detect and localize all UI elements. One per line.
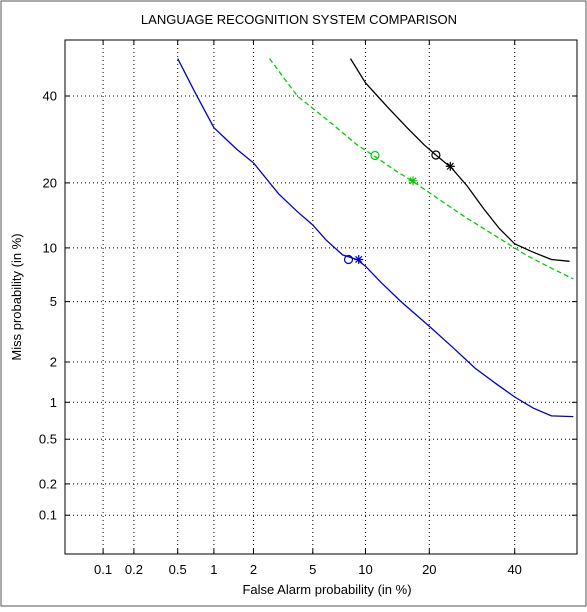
y-tick-label: 10 [43, 240, 57, 255]
series-3-star-marker [354, 255, 364, 264]
series-1-star-marker [445, 161, 455, 171]
tick-labels: 0.1 0.2 0.5 1 2 5 10 20 40 0.1 0.2 0.5 1 2 5 10 20 40 [39, 89, 522, 578]
series-line-3 [177, 58, 574, 418]
plot-area-border [64, 39, 578, 555]
x-tick-label: 0.5 [169, 562, 187, 577]
series-2-star-marker [408, 176, 418, 186]
star-stroke [446, 162, 454, 170]
y-tick-label: 0.5 [39, 432, 57, 447]
y-tick-label: 5 [50, 294, 57, 309]
y-tick-label: 0.2 [39, 476, 57, 491]
y-axis-label: Miss probability (in %) [9, 233, 24, 360]
series-group [177, 58, 574, 418]
chart-title: LANGUAGE RECOGNITION SYSTEM COMPARISON [141, 12, 457, 27]
x-tick-label: 5 [309, 562, 316, 577]
series-2-circle-marker [370, 150, 380, 161]
x-axis-label: False Alarm probability (in %) [242, 582, 411, 597]
x-tick-label: 2 [250, 562, 257, 577]
x-tick-label: 0.2 [125, 562, 143, 577]
y-tick-label: 20 [43, 175, 57, 190]
y-tick-label: 2 [50, 355, 57, 370]
grid [65, 40, 577, 554]
y-tick-label: 0.1 [39, 508, 57, 523]
x-tick-label: 1 [210, 562, 217, 577]
series-1-circle-marker [431, 150, 441, 160]
x-tick-label: 20 [422, 562, 436, 577]
series-line-1 [349, 58, 570, 262]
x-tick-label: 10 [358, 562, 372, 577]
series-3-circle-marker [343, 254, 354, 265]
y-tick-label: 1 [50, 395, 57, 410]
series-line-2 [268, 58, 574, 280]
y-tick-label: 40 [43, 89, 57, 104]
star-stroke [355, 255, 363, 264]
star-stroke [409, 177, 417, 185]
x-tick-label: 40 [507, 562, 521, 577]
x-tick-label: 0.1 [94, 562, 112, 577]
